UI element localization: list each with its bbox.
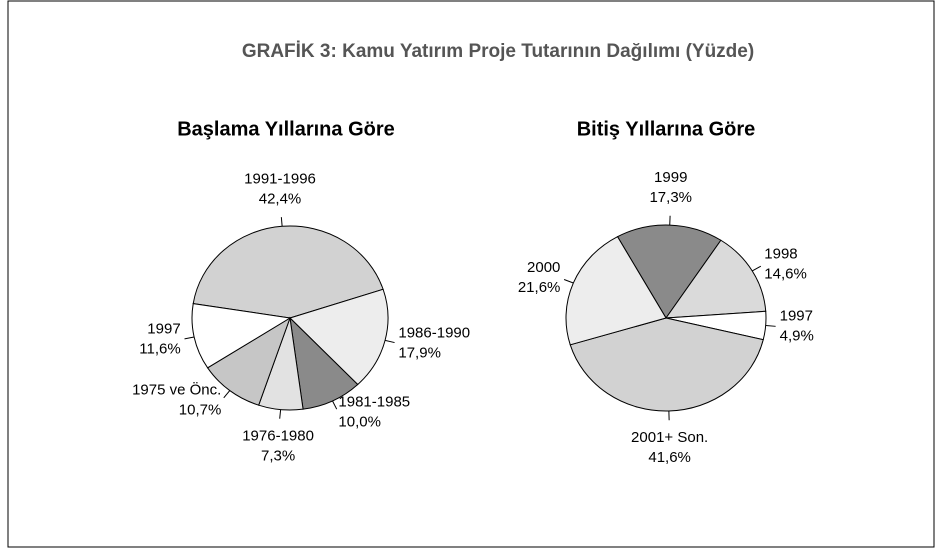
- slice-value-label: 17,3%: [649, 189, 692, 206]
- slice-label: 1997: [780, 308, 813, 325]
- slice-value-label: 11,6%: [139, 341, 180, 358]
- slice-label: 1991-1996: [244, 171, 316, 188]
- slice-label: 1999: [654, 169, 687, 186]
- slice-value-label: 4,9%: [780, 328, 814, 345]
- leader-line: [279, 409, 282, 419]
- slice-label: 1986-1990: [398, 324, 470, 341]
- pie-title: Bitiş Yıllarına Göre: [577, 118, 756, 140]
- slice-value-label: 42,4%: [259, 191, 302, 208]
- leader-line: [765, 325, 776, 327]
- slice-label: 2001+ Son.: [631, 429, 708, 446]
- leader-line: [280, 217, 283, 227]
- slice-label: 1997: [147, 321, 180, 338]
- pie-slice: [192, 225, 384, 319]
- slice-value-label: 21,6%: [518, 279, 561, 296]
- slice-value-label: 10,7%: [179, 402, 222, 419]
- pie-slice: [565, 235, 667, 346]
- slice-value-label: 14,6%: [764, 265, 807, 282]
- pie-slice: [191, 303, 292, 369]
- leader-line: [223, 390, 231, 399]
- leader-line: [384, 339, 395, 344]
- slice-label: 1998: [764, 245, 797, 262]
- pie-title: Başlama Yıllarına Göre: [177, 118, 395, 140]
- slice-label: 1981-1985: [338, 393, 410, 410]
- slice-label: 1975 ve Önc.: [132, 381, 221, 399]
- leader-line: [751, 265, 762, 272]
- slice-label: 1976-1980: [242, 427, 314, 444]
- leader-line: [184, 336, 195, 340]
- slice-value-label: 10,0%: [338, 413, 381, 430]
- slice-value-label: 41,6%: [648, 449, 691, 466]
- slice-value-label: 7,3%: [261, 447, 295, 464]
- frame: [7, 0, 935, 548]
- leader-line: [332, 400, 338, 410]
- pie-slice: [569, 317, 764, 412]
- chart-title: GRAFİK 3: Kamu Yatırım Proje Tutarının D…: [242, 41, 754, 62]
- pie-slice: [289, 288, 389, 386]
- slice-label: 2000: [527, 259, 560, 276]
- leader-line: [563, 279, 574, 284]
- slice-value-label: 17,9%: [398, 344, 441, 361]
